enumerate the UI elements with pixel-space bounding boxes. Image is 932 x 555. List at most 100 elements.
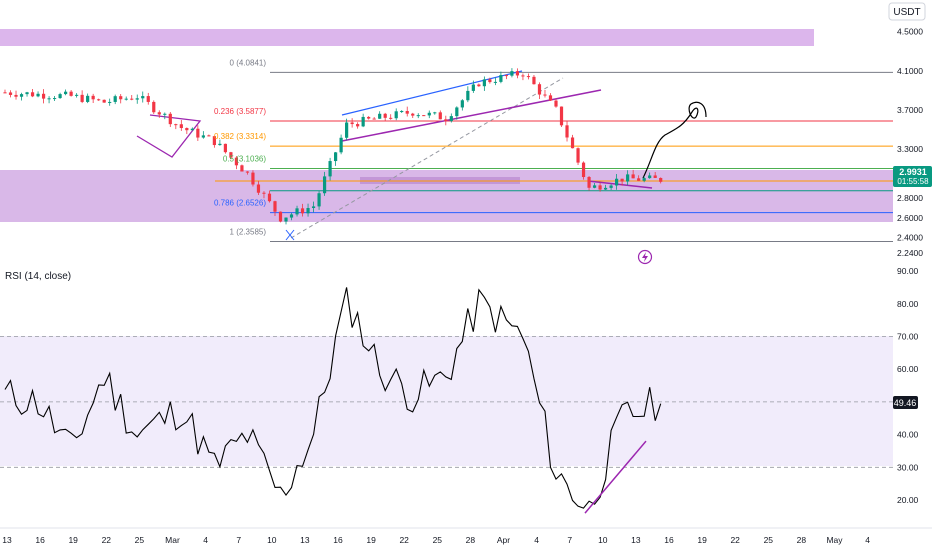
channel-lower[interactable] (341, 89, 602, 142)
currency-badge[interactable] (888, 2, 926, 21)
low-marker-2 (285, 229, 295, 241)
candle-body (185, 128, 189, 131)
time-tick: 7 (236, 535, 241, 545)
fib-label-0.382: 0.382 (3.3314) (214, 132, 266, 141)
candle-body (36, 93, 40, 97)
candle-body (554, 100, 558, 107)
candle-body (592, 185, 597, 188)
candle-body (80, 94, 84, 102)
price-tick: 3.7000 (897, 105, 923, 115)
rsi-tick: 80.00 (897, 299, 919, 309)
candle-body (598, 185, 602, 190)
time-tick: 7 (567, 535, 572, 545)
supply-zone[interactable] (0, 29, 814, 46)
fib-label-0: 0 (4.0841) (230, 58, 267, 67)
candle-body (345, 122, 349, 138)
candle-body (587, 177, 591, 188)
candle-body (14, 94, 18, 97)
candle-body (405, 111, 409, 114)
candle-body (659, 177, 663, 182)
time-tick: 10 (598, 535, 608, 545)
rsi-title: RSI (14, close) (5, 271, 71, 282)
candle-body (108, 101, 112, 103)
candle-body (212, 136, 216, 146)
candle-body (543, 94, 547, 96)
lightning-icon[interactable] (637, 249, 653, 265)
candle-body (400, 111, 404, 113)
channel-upper[interactable] (341, 70, 523, 116)
candle-body (234, 157, 239, 166)
candle-body (328, 161, 332, 177)
rsi-line[interactable] (4, 287, 662, 509)
candle-body (141, 96, 145, 99)
rsi-tick: 20.00 (897, 495, 919, 505)
candle-body (615, 178, 619, 186)
candle-body (306, 208, 310, 214)
candle-body (251, 172, 255, 185)
candle-body (515, 71, 520, 76)
candle-body (97, 99, 101, 101)
candle-body (510, 71, 514, 76)
candle-body (460, 100, 464, 108)
projection-path[interactable] (642, 101, 707, 179)
fib-label-0.5: 0.5 (3.1036) (223, 154, 266, 163)
candle-body (521, 75, 525, 77)
candle-body (537, 84, 542, 95)
candle-body (262, 192, 266, 194)
candle-body (609, 185, 613, 188)
candle-body (190, 128, 194, 131)
candle-body (218, 143, 222, 146)
candle-body (334, 152, 338, 162)
rsi-value-label: 49.46 (894, 398, 917, 408)
time-tick: 16 (333, 535, 343, 545)
candle-body (378, 113, 382, 119)
candle-body (179, 124, 183, 129)
candle-body (102, 99, 106, 103)
candle-body (559, 106, 564, 126)
candle-body (482, 79, 486, 87)
candle-body (356, 124, 360, 127)
time-tick: 4 (203, 535, 208, 545)
fib-label-0.236: 0.236 (3.5877) (214, 107, 266, 116)
candle-body (223, 143, 227, 153)
rsi-tick: 90.00 (897, 266, 919, 276)
candle-body (648, 175, 652, 179)
currency-label: USDT (893, 7, 920, 18)
time-tick: 16 (35, 535, 45, 545)
time-tick: May (826, 535, 843, 545)
support-line[interactable] (587, 180, 653, 189)
time-tick: 22 (730, 535, 740, 545)
time-tick: 25 (135, 535, 145, 545)
candle-body (317, 193, 321, 207)
candle-body (86, 95, 90, 102)
price-tick: 2.8000 (897, 193, 923, 203)
candle-body (455, 107, 459, 117)
candle-body (25, 92, 29, 95)
candle-body (52, 98, 57, 100)
candle-body (653, 175, 657, 178)
rsi-value-tag (893, 396, 918, 409)
rsi-divergence-line[interactable] (584, 440, 647, 514)
candle-body (146, 96, 150, 102)
candle-body (157, 112, 161, 115)
rsi-tick: 60.00 (897, 364, 919, 374)
triangle-pattern[interactable] (136, 114, 202, 158)
candle-body (499, 75, 503, 82)
time-tick: 13 (2, 535, 12, 545)
candle-body (168, 113, 172, 125)
candle-body (91, 95, 95, 100)
candle-body (532, 76, 536, 85)
time-tick: 16 (664, 535, 674, 545)
rsi-band-fill (0, 336, 893, 466)
countdown-label: 01:55:58 (897, 177, 929, 186)
time-tick: 13 (300, 535, 310, 545)
candle-body (201, 135, 205, 138)
fib-trendline[interactable] (290, 77, 564, 239)
price-tick: 2.6000 (897, 213, 923, 223)
candle-body (504, 75, 509, 77)
candle-body (58, 94, 62, 99)
candle-body (240, 165, 244, 172)
candle-body (526, 76, 531, 78)
